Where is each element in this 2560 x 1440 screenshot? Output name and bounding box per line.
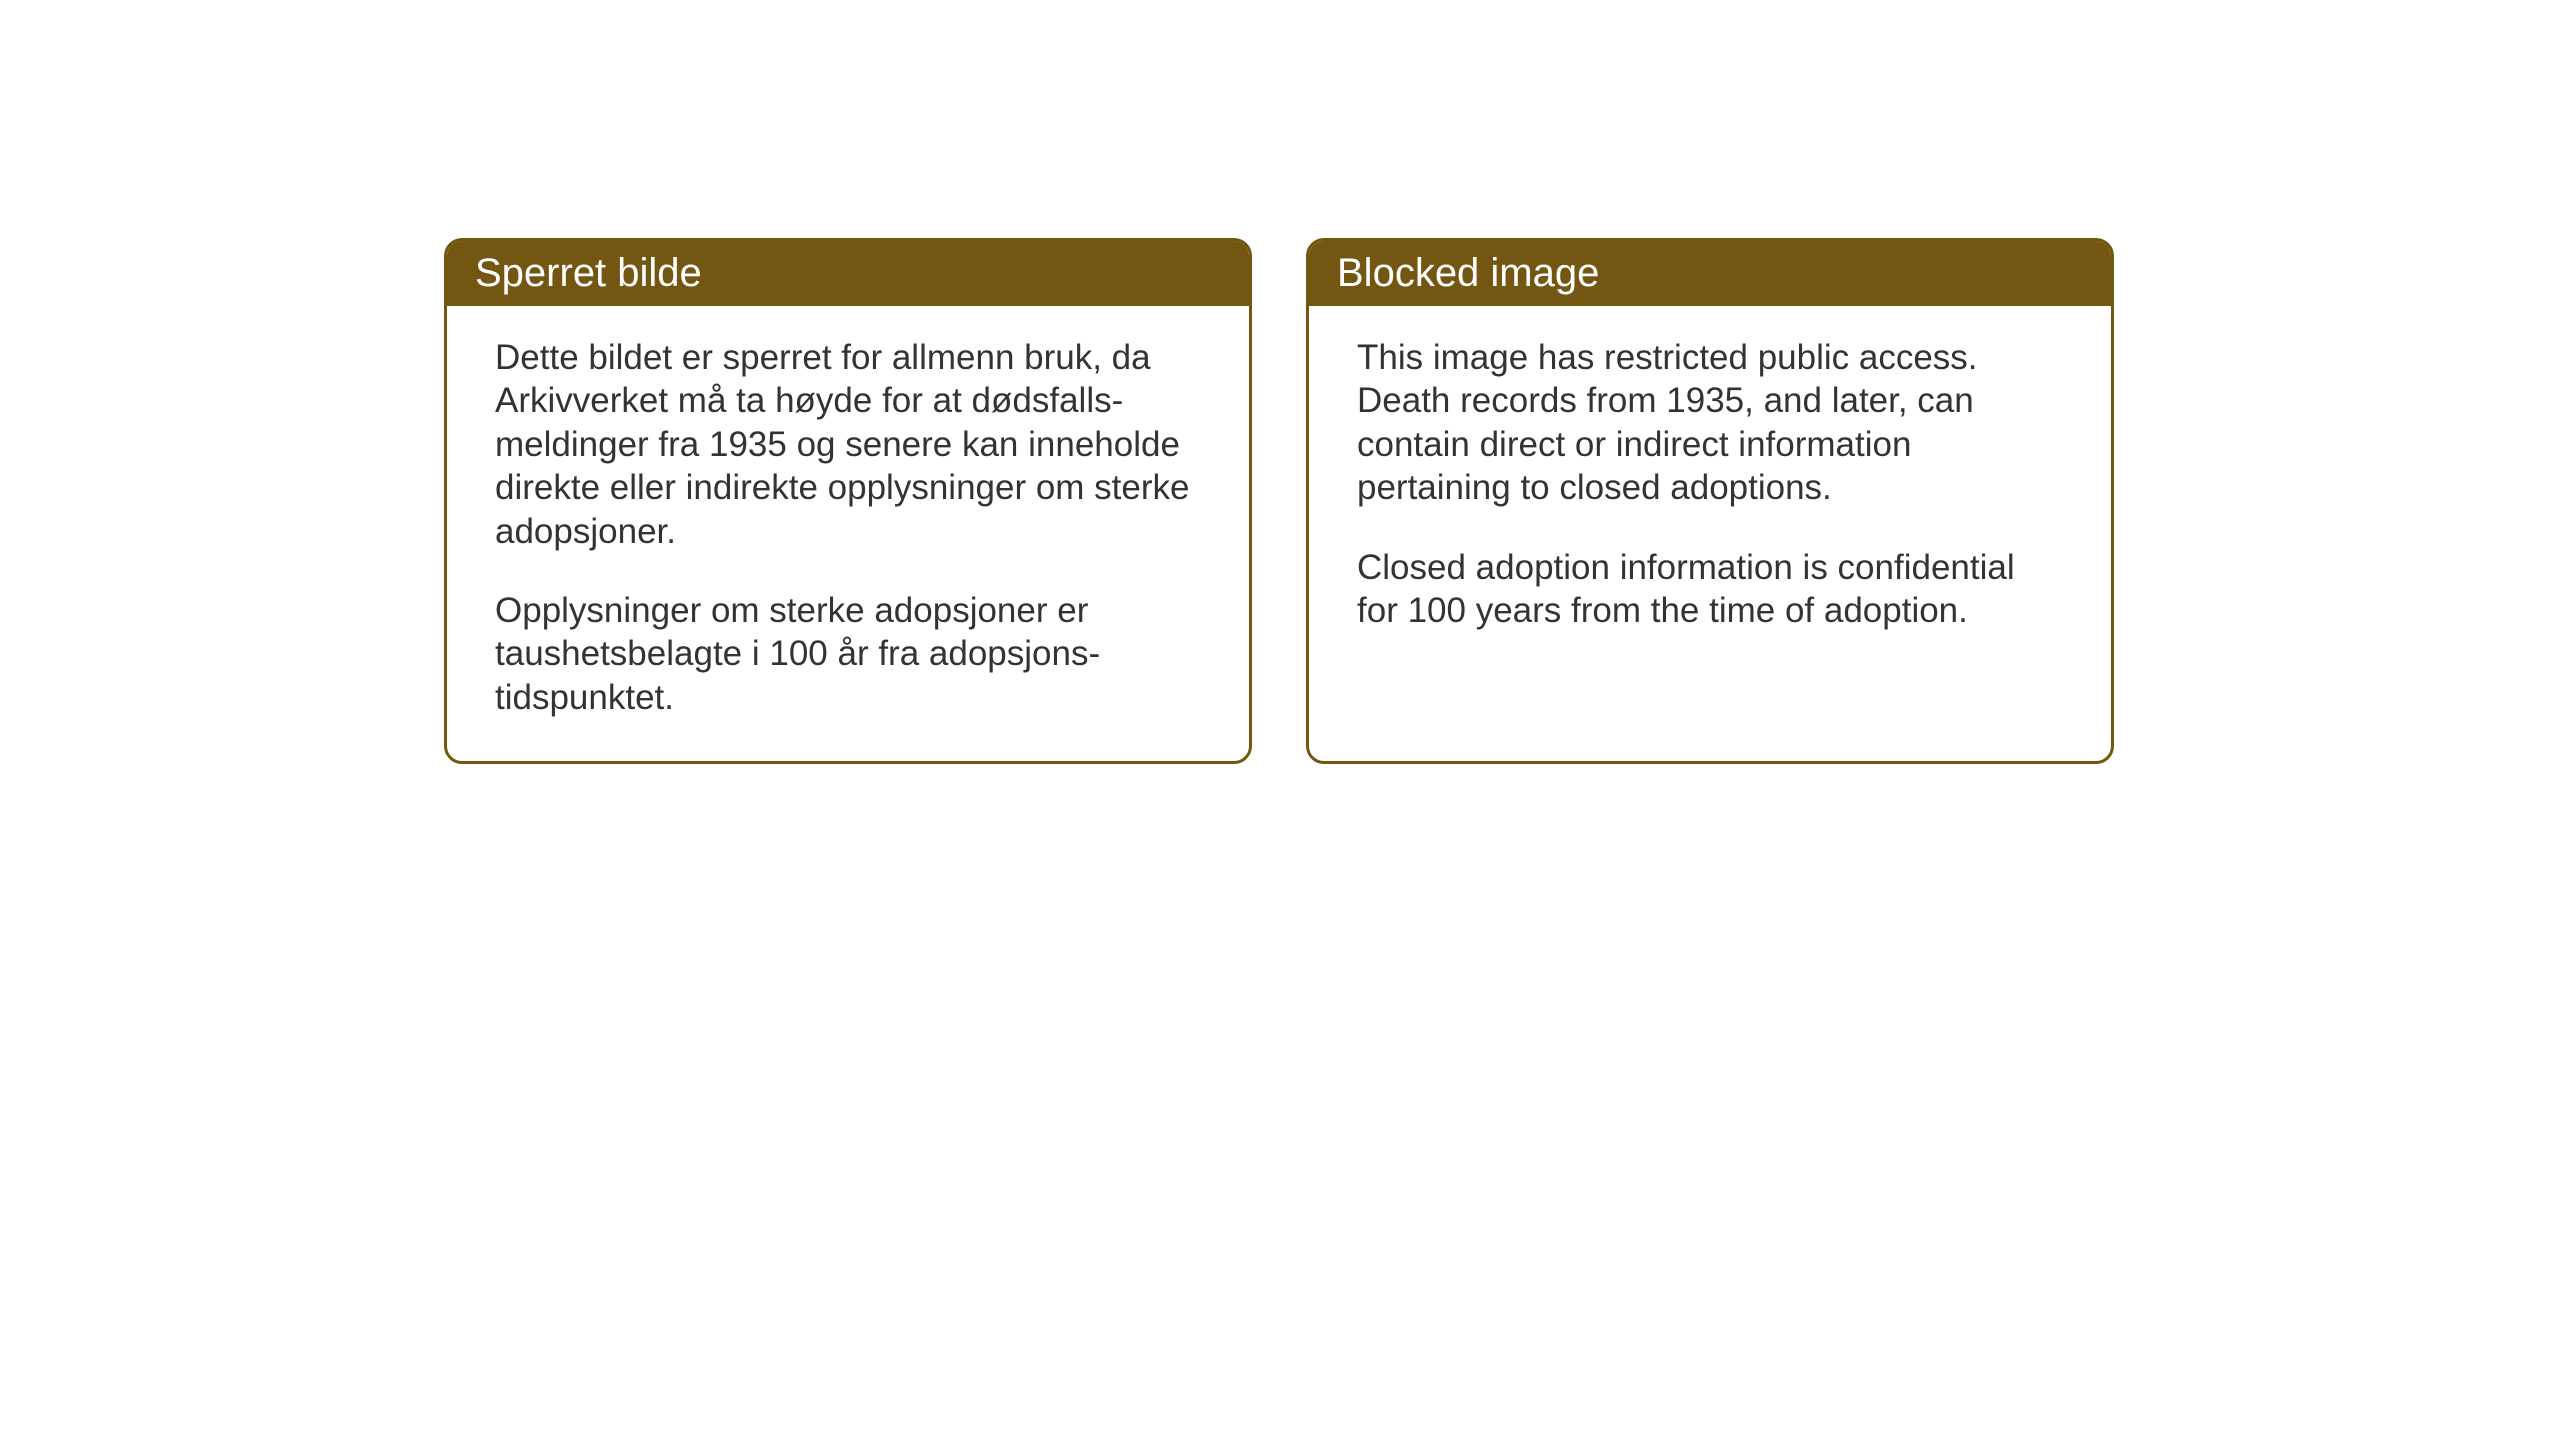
notice-title: Sperret bilde bbox=[475, 251, 702, 295]
notice-card-norwegian: Sperret bilde Dette bildet er sperret fo… bbox=[444, 238, 1252, 764]
notice-header-norwegian: Sperret bilde bbox=[447, 241, 1249, 306]
notice-title: Blocked image bbox=[1337, 251, 1599, 295]
notice-paragraph: Opplysninger om sterke adopsjoner er tau… bbox=[495, 589, 1201, 719]
notice-cards-container: Sperret bilde Dette bildet er sperret fo… bbox=[444, 238, 2114, 764]
notice-body-norwegian: Dette bildet er sperret for allmenn bruk… bbox=[447, 306, 1249, 761]
notice-header-english: Blocked image bbox=[1309, 241, 2111, 306]
notice-paragraph: Closed adoption information is confident… bbox=[1357, 546, 2063, 633]
notice-paragraph: This image has restricted public access.… bbox=[1357, 336, 2063, 510]
notice-card-english: Blocked image This image has restricted … bbox=[1306, 238, 2114, 764]
notice-paragraph: Dette bildet er sperret for allmenn bruk… bbox=[495, 336, 1201, 553]
notice-body-english: This image has restricted public access.… bbox=[1309, 306, 2111, 674]
